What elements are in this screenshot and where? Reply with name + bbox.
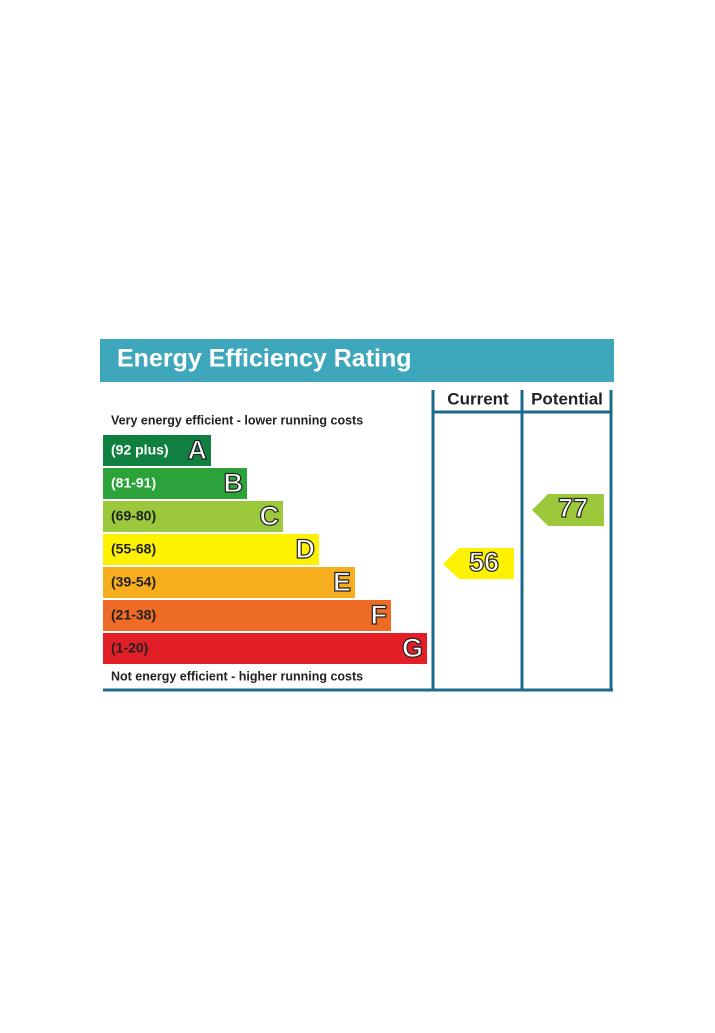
band-letter: A: [188, 435, 208, 465]
band-letter: E: [333, 567, 351, 597]
band: [103, 435, 211, 466]
current-arrow: [443, 548, 514, 579]
band-range: (55-68): [111, 541, 156, 557]
band-letter: B: [224, 468, 244, 498]
band-range: (1-20): [111, 640, 148, 656]
title-bar: [100, 339, 614, 382]
band: [103, 501, 283, 532]
column-header: Current: [447, 389, 509, 408]
bottom-note: Not energy efficient - higher running co…: [111, 669, 363, 683]
top-note: Very energy efficient - lower running co…: [111, 413, 363, 427]
band-range: (69-80): [111, 508, 156, 524]
band-letter: G: [402, 633, 423, 663]
title: Energy Efficiency Rating: [117, 345, 412, 373]
band: [103, 600, 391, 631]
current-value: 56: [469, 547, 499, 577]
band-letter: F: [371, 600, 388, 630]
band-letter: C: [260, 501, 280, 531]
band-range: (21-38): [111, 607, 156, 623]
potential-value: 77: [558, 493, 588, 523]
band: [103, 633, 427, 664]
band-letter: D: [296, 534, 316, 564]
band: [103, 468, 247, 499]
band-range: (92 plus): [111, 442, 169, 458]
column-header: Potential: [531, 389, 603, 408]
band-range: (39-54): [111, 574, 156, 590]
potential-arrow: [532, 494, 604, 526]
band-range: (81-91): [111, 475, 156, 491]
band: [103, 567, 355, 598]
band: [103, 534, 319, 565]
